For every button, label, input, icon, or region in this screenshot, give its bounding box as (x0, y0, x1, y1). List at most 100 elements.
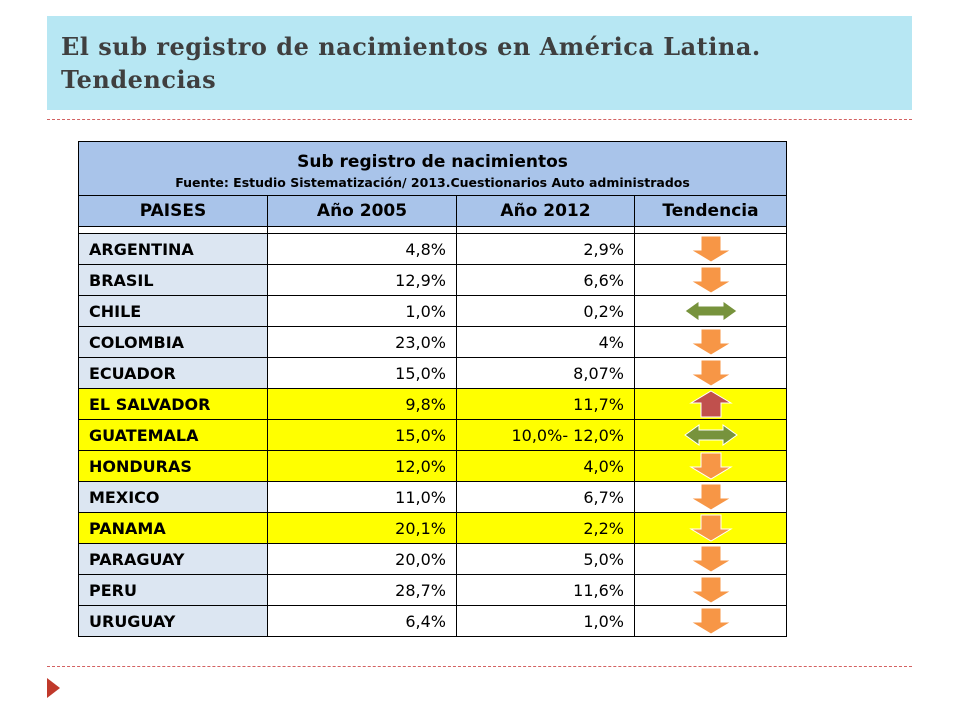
value-2012-cell: 8,07% (456, 357, 635, 389)
column-header-2012: Año 2012 (456, 195, 635, 227)
spacer-cell (267, 226, 457, 234)
arrow-shape (688, 607, 733, 635)
value-2012-cell: 11,7% (456, 388, 635, 420)
value-2005-cell: 9,8% (267, 388, 457, 420)
table-row: COLOMBIA 23,0% 4% (78, 326, 787, 358)
arrow-shape (688, 576, 733, 604)
value-2012-cell: 1,0% (456, 605, 635, 637)
arrow-shape (688, 266, 733, 294)
country-cell: ECUADOR (78, 357, 268, 389)
down-arrow-icon (688, 359, 733, 387)
arrow-shape (688, 235, 733, 263)
arrow-shape (688, 514, 733, 542)
trend-cell (634, 605, 787, 637)
country-cell: PERU (78, 574, 268, 606)
table-row: EL SALVADOR 9,8% 11,7% (78, 388, 787, 420)
column-header-trend: Tendencia (634, 195, 787, 227)
table-row: HONDURAS 12,0% 4,0% (78, 450, 787, 482)
value-2012-cell: 2,2% (456, 512, 635, 544)
country-cell: HONDURAS (78, 450, 268, 482)
down-arrow-icon (688, 235, 733, 263)
down-arrow-icon (688, 576, 733, 604)
value-2005-cell: 4,8% (267, 233, 457, 265)
country-cell: MEXICO (78, 481, 268, 513)
value-2012-cell: 10,0%- 12,0% (456, 419, 635, 451)
up-arrow-icon (688, 390, 733, 418)
left-right-arrow-icon (683, 424, 738, 446)
value-2012-cell: 6,7% (456, 481, 635, 513)
value-2005-cell: 11,0% (267, 481, 457, 513)
country-cell: ARGENTINA (78, 233, 268, 265)
country-cell: CHILE (78, 295, 268, 327)
arrow-shape (683, 300, 738, 322)
value-2005-cell: 23,0% (267, 326, 457, 358)
table-row: ECUADOR 15,0% 8,07% (78, 357, 787, 389)
arrow-shape (688, 452, 733, 480)
trend-cell (634, 264, 787, 296)
down-arrow-icon (688, 328, 733, 356)
table-title: Sub registro de nacimientos (297, 151, 568, 172)
spacer-cell (456, 226, 635, 234)
trend-cell (634, 295, 787, 327)
arrow-shape (688, 545, 733, 573)
down-arrow-icon (688, 545, 733, 573)
down-arrow-icon (688, 266, 733, 294)
slide-title: El sub registro de nacimientos en Améric… (61, 32, 761, 94)
country-cell: GUATEMALA (78, 419, 268, 451)
value-2005-cell: 28,7% (267, 574, 457, 606)
down-arrow-icon (688, 607, 733, 635)
value-2005-cell: 12,0% (267, 450, 457, 482)
spacer-row (78, 226, 787, 234)
trend-cell (634, 326, 787, 358)
title-bar: El sub registro de nacimientos en Améric… (47, 16, 912, 110)
value-2012-cell: 11,6% (456, 574, 635, 606)
value-2005-cell: 15,0% (267, 419, 457, 451)
table-row: BRASIL 12,9% 6,6% (78, 264, 787, 296)
table-caption: Sub registro de nacimientos Fuente: Estu… (78, 141, 787, 196)
table-source: Fuente: Estudio Sistematización/ 2013.Cu… (175, 174, 690, 190)
table-row: URUGUAY 6,4% 1,0% (78, 605, 787, 637)
trend-cell (634, 233, 787, 265)
down-arrow-icon (688, 452, 733, 480)
bullet-triangle-icon (47, 678, 60, 698)
value-2005-cell: 6,4% (267, 605, 457, 637)
down-arrow-icon (688, 514, 733, 542)
value-2012-cell: 4,0% (456, 450, 635, 482)
column-header-countries: PAISES (78, 195, 268, 227)
arrow-shape (688, 328, 733, 356)
value-2012-cell: 4% (456, 326, 635, 358)
trend-cell (634, 481, 787, 513)
value-2005-cell: 20,1% (267, 512, 457, 544)
arrow-shape (688, 359, 733, 387)
country-cell: BRASIL (78, 264, 268, 296)
spacer-cell (634, 226, 787, 234)
country-cell: COLOMBIA (78, 326, 268, 358)
arrow-shape (688, 483, 733, 511)
value-2005-cell: 1,0% (267, 295, 457, 327)
country-cell: URUGUAY (78, 605, 268, 637)
trend-cell (634, 388, 787, 420)
trend-cell (634, 543, 787, 575)
arrow-shape (683, 424, 738, 446)
top-divider (47, 119, 912, 120)
value-2005-cell: 12,9% (267, 264, 457, 296)
value-2005-cell: 20,0% (267, 543, 457, 575)
trend-cell (634, 419, 787, 451)
table-row: CHILE 1,0% 0,2% (78, 295, 787, 327)
trend-cell (634, 450, 787, 482)
value-2012-cell: 5,0% (456, 543, 635, 575)
table-row: MEXICO 11,0% 6,7% (78, 481, 787, 513)
registry-table: Sub registro de nacimientos Fuente: Estu… (78, 141, 787, 637)
trend-cell (634, 512, 787, 544)
country-cell: EL SALVADOR (78, 388, 268, 420)
arrow-shape (688, 390, 733, 418)
country-cell: PANAMA (78, 512, 268, 544)
left-right-arrow-icon (683, 300, 738, 322)
value-2012-cell: 0,2% (456, 295, 635, 327)
table-row: ARGENTINA 4,8% 2,9% (78, 233, 787, 265)
down-arrow-icon (688, 483, 733, 511)
table-row: PERU 28,7% 11,6% (78, 574, 787, 606)
country-cell: PARAGUAY (78, 543, 268, 575)
value-2012-cell: 6,6% (456, 264, 635, 296)
table-row: PANAMA 20,1% 2,2% (78, 512, 787, 544)
